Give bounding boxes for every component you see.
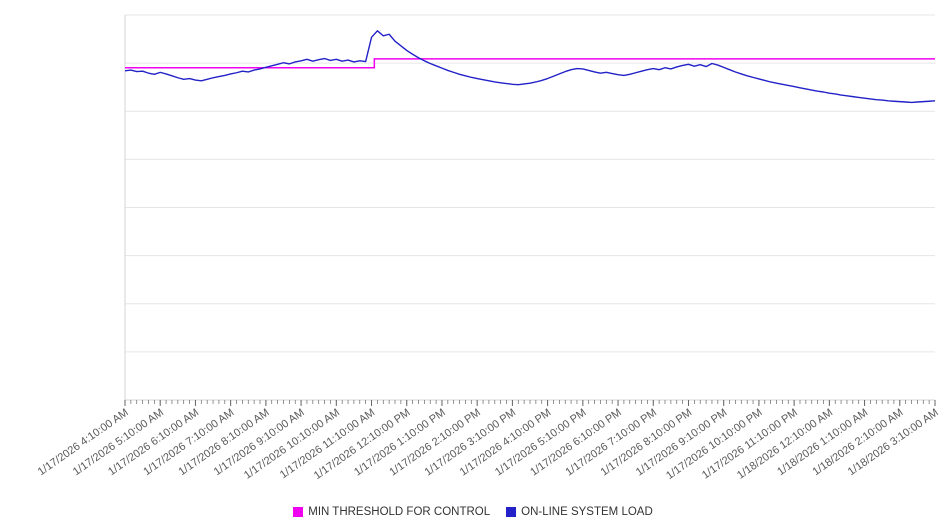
legend-label-min-threshold: MIN THRESHOLD FOR CONTROL	[308, 506, 491, 518]
line-chart: 1/17/2026 4:10:00 AM1/17/2026 5:10:00 AM…	[36, 14, 941, 482]
legend-swatch-system-load-icon	[506, 507, 517, 517]
legend-swatch-min-threshold-icon	[293, 507, 304, 517]
legend-label-system-load: ON-LINE SYSTEM LOAD	[521, 506, 653, 518]
legend-item-min-threshold[interactable]: MIN THRESHOLD FOR CONTROL	[293, 506, 490, 518]
chart-legend: MIN THRESHOLD FOR CONTROL ON-LINE SYSTEM…	[0, 506, 946, 518]
legend-item-system-load[interactable]: ON-LINE SYSTEM LOAD	[506, 506, 653, 518]
